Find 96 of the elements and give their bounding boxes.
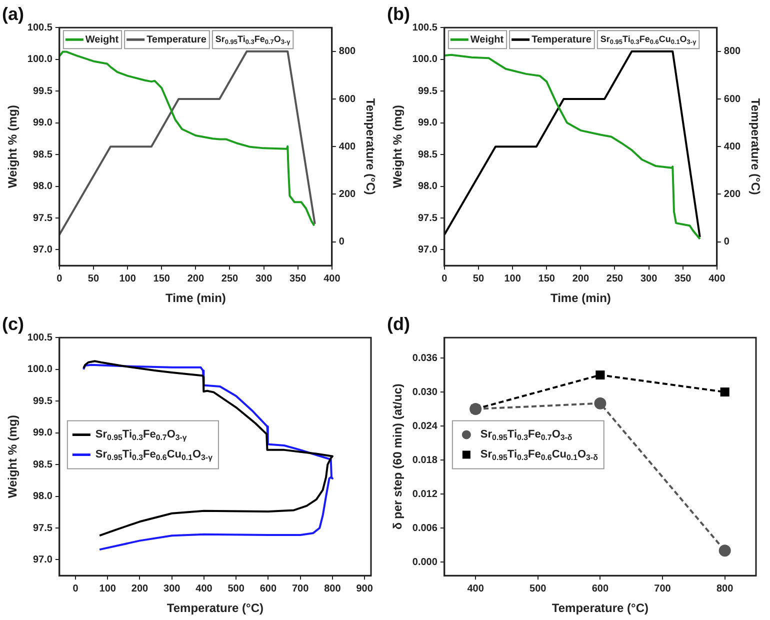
- y2-tick-label: 0: [724, 236, 730, 248]
- y-tick-label: 100.5: [27, 332, 53, 344]
- x-tick-label: 800: [324, 583, 342, 594]
- x-tick-label: 0: [72, 583, 79, 594]
- y2-axis-title: Temperature (°C): [748, 98, 762, 195]
- chart-title: (c): [2, 314, 24, 334]
- x-tick-label: 0: [56, 273, 63, 284]
- legend-label: Weight: [85, 34, 120, 46]
- x-tick-label: 100: [504, 273, 522, 284]
- y-tick-label: 97.0: [418, 244, 438, 256]
- y2-tick-label: 200: [724, 188, 742, 200]
- x-tick-label: 250: [221, 273, 239, 284]
- y-tick-label: 99.0: [32, 428, 53, 439]
- x-tick-label: 500: [530, 583, 547, 594]
- y-tick-label: 98.0: [32, 491, 53, 502]
- y-tick-label: 97.0: [32, 554, 53, 566]
- x-tick-label: 400: [324, 273, 341, 284]
- y-tick-label: 0.036: [412, 352, 438, 364]
- chart-title: (a): [2, 4, 24, 24]
- x-tick-label: 200: [187, 273, 204, 284]
- y-tick-label: 98.5: [418, 149, 438, 160]
- x-axis-title: Time (min): [550, 291, 611, 306]
- y2-tick-label: 800: [724, 46, 742, 58]
- y-tick-label: 98.0: [32, 181, 53, 192]
- y-tick-label: 100.5: [412, 22, 438, 34]
- x-tick-label: 300: [255, 273, 273, 284]
- chart-title: (b): [387, 4, 410, 24]
- y-tick-label: 100.5: [27, 22, 53, 34]
- x-tick-label: 300: [164, 583, 181, 594]
- y-tick-label: 0.018: [412, 454, 438, 466]
- x-tick-label: 400: [708, 273, 726, 284]
- x-tick-label: 600: [592, 583, 609, 594]
- y2-tick-label: 400: [724, 141, 742, 152]
- y-tick-label: 98.0: [418, 181, 438, 192]
- y-tick-label: 98.5: [32, 149, 53, 160]
- y-tick-label: 98.5: [32, 459, 53, 470]
- legend-label: Temperature: [146, 34, 207, 46]
- legend-label: Temperature: [532, 34, 592, 46]
- x-axis-title: Temperature (°C): [166, 601, 264, 616]
- y-tick-label: 99.5: [32, 86, 53, 97]
- x-tick-label: 0: [442, 273, 448, 284]
- x-axis-title: Temperature (°C): [552, 601, 649, 616]
- y2-tick-label: 400: [338, 141, 356, 152]
- y-tick-label: 0.024: [412, 420, 438, 432]
- y-tick-label: 0.012: [412, 488, 438, 500]
- y2-axis-title: Temperature (°C): [363, 98, 378, 195]
- x-tick-label: 350: [674, 273, 692, 284]
- y-axis-title: Weight % (mg): [390, 105, 405, 188]
- y-axis-title: Weight % (mg): [6, 105, 20, 188]
- point: [718, 544, 731, 557]
- x-tick-label: 100: [99, 583, 116, 594]
- x-tick-label: 300: [640, 273, 658, 284]
- y2-tick-label: 800: [338, 46, 356, 58]
- x-tick-label: 250: [606, 273, 624, 284]
- x-tick-label: 500: [228, 583, 245, 594]
- y-tick-label: 0.030: [412, 386, 438, 398]
- y-axis-title: δ per step (60 min) (at/uc): [390, 384, 405, 530]
- y-tick-label: 97.5: [32, 522, 53, 534]
- point: [720, 387, 730, 397]
- x-tick-label: 700: [654, 583, 672, 594]
- x-tick-label: 400: [196, 583, 213, 594]
- y-tick-label: 0.006: [412, 522, 438, 534]
- x-tick-label: 350: [290, 273, 307, 284]
- x-tick-label: 700: [292, 583, 310, 594]
- y2-tick-label: 0: [338, 236, 345, 248]
- x-tick-label: 50: [472, 273, 484, 284]
- y-tick-label: 97.5: [418, 212, 438, 224]
- point: [596, 370, 605, 380]
- x-tick-label: 400: [467, 583, 484, 594]
- x-axis-title: Time (min): [165, 291, 226, 306]
- legend-label: Weight: [470, 34, 504, 46]
- y2-tick-label: 200: [338, 188, 356, 200]
- y-tick-label: 99.5: [418, 86, 438, 97]
- y-tick-label: 99.5: [32, 396, 53, 407]
- y-tick-label: 99.0: [32, 118, 53, 129]
- y2-tick-label: 600: [724, 94, 742, 105]
- x-tick-label: 100: [119, 273, 136, 284]
- chart-title: (d): [387, 314, 410, 334]
- y2-tick-label: 600: [338, 94, 356, 105]
- x-tick-label: 150: [538, 273, 556, 284]
- y-tick-label: 99.0: [418, 118, 438, 129]
- y-tick-label: 100.0: [27, 364, 53, 376]
- x-tick-label: 200: [131, 583, 149, 594]
- y-tick-label: 100.0: [27, 54, 53, 66]
- x-tick-label: 900: [356, 583, 374, 594]
- y-tick-label: 100.0: [412, 54, 438, 66]
- x-tick-label: 600: [260, 583, 277, 594]
- x-tick-label: 150: [153, 273, 170, 284]
- y-tick-label: 97.5: [32, 212, 53, 224]
- y-tick-label: 97.0: [32, 244, 53, 256]
- y-axis-title: Weight % (mg): [6, 415, 20, 498]
- y-tick-label: 0.000: [412, 556, 438, 568]
- x-tick-label: 800: [716, 583, 734, 594]
- x-tick-label: 200: [572, 273, 590, 284]
- x-tick-label: 50: [88, 273, 100, 284]
- point: [594, 397, 606, 410]
